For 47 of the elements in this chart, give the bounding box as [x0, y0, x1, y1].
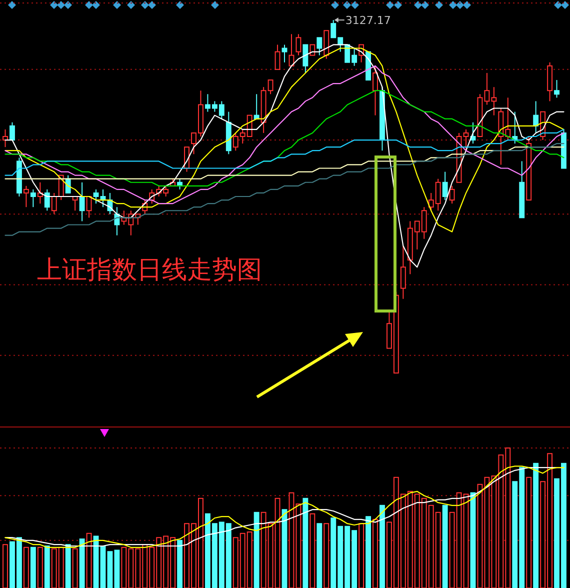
- bar: [533, 462, 539, 588]
- bar: [2, 544, 8, 588]
- bar: [177, 540, 183, 588]
- annotation: 3127.17: [345, 14, 391, 27]
- candlestick: [400, 245, 406, 300]
- candlestick: [2, 128, 8, 148]
- bar: [358, 523, 364, 588]
- bar: [23, 546, 29, 588]
- candlestick: [463, 128, 469, 152]
- candlestick: [533, 100, 539, 134]
- candlestick: [449, 185, 455, 204]
- bar: [37, 546, 43, 588]
- candlestick: [372, 65, 378, 116]
- candlestick: [554, 80, 560, 98]
- bar: [72, 548, 78, 588]
- bar: [526, 476, 532, 588]
- bar: [254, 512, 260, 588]
- candlestick: [274, 44, 280, 70]
- candlestick: [44, 188, 50, 212]
- candlestick: [442, 171, 448, 201]
- candlestick: [282, 44, 288, 63]
- bar: [86, 532, 92, 588]
- candlestick: [302, 44, 308, 74]
- bar: [302, 498, 308, 588]
- bar: [316, 523, 322, 588]
- candlestick: [10, 122, 15, 141]
- candlestick: [23, 185, 29, 208]
- bar: [79, 538, 85, 588]
- candlestick: [93, 188, 99, 204]
- bar: [310, 513, 316, 588]
- bar: [44, 546, 50, 588]
- bar: [442, 504, 448, 588]
- candlestick: [79, 182, 85, 222]
- bar: [100, 546, 106, 588]
- text: 上证指数日线走势图: [37, 255, 262, 284]
- candlestick: [51, 192, 57, 215]
- candlestick: [316, 37, 322, 56]
- bar: [463, 494, 469, 588]
- bar: [324, 523, 330, 588]
- candlestick: [86, 196, 92, 218]
- bar: [30, 546, 36, 588]
- candlestick: [296, 34, 302, 56]
- bar: [380, 504, 385, 588]
- bar: [366, 516, 371, 588]
- bar: [65, 544, 71, 588]
- bar: [372, 518, 378, 588]
- candlestick: [30, 188, 36, 208]
